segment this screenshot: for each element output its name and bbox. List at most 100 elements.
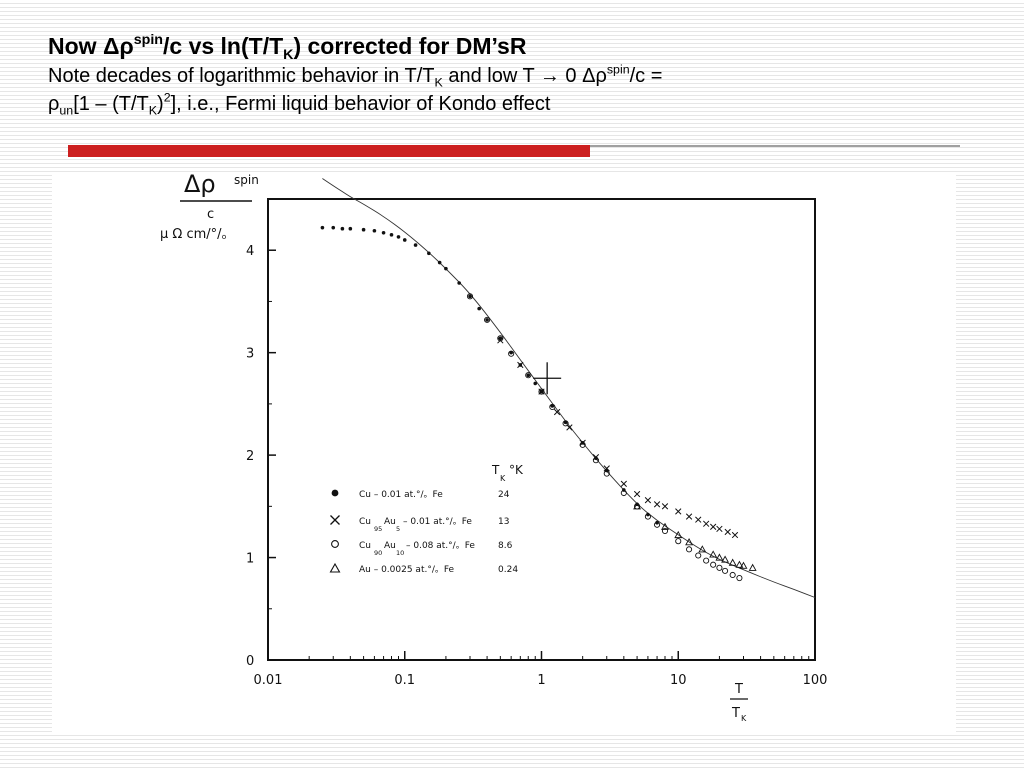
y-tick-label: 1 bbox=[246, 552, 254, 567]
legend-label-1: Cu – 0.01 at.°/。Fe bbox=[359, 490, 443, 500]
plot-frame bbox=[267, 198, 816, 661]
data-point-circle bbox=[710, 561, 717, 568]
data-point-cross bbox=[716, 525, 723, 533]
data-point-circle bbox=[592, 457, 599, 464]
gray-divider-line bbox=[590, 145, 960, 147]
data-point-circle bbox=[695, 552, 702, 559]
data-point-dot bbox=[361, 227, 366, 232]
data-point-circle bbox=[722, 567, 729, 574]
data-point-triangle bbox=[674, 530, 683, 539]
data-point-triangle bbox=[633, 502, 642, 510]
title-text-a: Now Δρ bbox=[48, 33, 134, 59]
data-point-circle bbox=[644, 513, 651, 520]
data-point-circle bbox=[654, 521, 661, 528]
data-point-circle bbox=[736, 574, 743, 582]
data-point-circle bbox=[562, 420, 569, 427]
y-tick-label: 2 bbox=[246, 449, 254, 464]
data-point-dot bbox=[348, 226, 353, 231]
data-point-circle bbox=[538, 388, 545, 395]
data-point-dot bbox=[457, 281, 461, 285]
data-point-circle bbox=[508, 350, 515, 357]
data-point-cross bbox=[592, 454, 600, 461]
data-point-circle bbox=[686, 546, 693, 553]
data-point-circle bbox=[661, 527, 669, 534]
data-point-dot bbox=[468, 294, 472, 299]
note-text-rho: ρ bbox=[48, 93, 60, 115]
y-ticks: 0 1 2 3 4 bbox=[246, 244, 276, 669]
data-point-triangle bbox=[709, 550, 718, 558]
note-text-e: [1 – (T/T bbox=[73, 93, 149, 115]
y-tick-label: 3 bbox=[246, 347, 254, 362]
legend-label-3b: 90 bbox=[374, 549, 382, 557]
legend-label-3e: – 0.08 at.°/。Fe bbox=[406, 541, 475, 551]
legend-entry-cuau5-fe: Cu 95 Au 5 – 0.01 at.°/。Fe 13 bbox=[330, 515, 509, 533]
x-tick-label: 1 bbox=[537, 673, 545, 688]
data-point-circle bbox=[497, 335, 504, 342]
fit-curve bbox=[322, 178, 816, 598]
data-point-dot bbox=[533, 381, 538, 386]
slide-title-block: Now Δρ spin/c vs ln(T/T K ) corrected for D… bbox=[48, 30, 988, 118]
data-point-cross bbox=[553, 408, 561, 416]
data-point-triangle bbox=[721, 555, 730, 563]
data-point-cross bbox=[685, 513, 693, 520]
data-point-dot bbox=[402, 238, 407, 242]
data-points bbox=[320, 225, 757, 582]
data-point-triangle bbox=[735, 560, 744, 568]
y-label-unit: μ Ω cm/°/。 bbox=[160, 227, 235, 242]
title-text-c: ) corrected for DM’sR bbox=[293, 33, 527, 59]
note-sub-k-2: K bbox=[148, 103, 158, 118]
data-point-circle bbox=[729, 571, 736, 579]
x-tick-label: 10 bbox=[670, 673, 687, 688]
note-sup-spin: spin bbox=[606, 62, 630, 77]
legend-triangle-marker bbox=[329, 562, 341, 573]
y-label-delta-rho: Δρ bbox=[184, 172, 216, 198]
data-point-triangle bbox=[748, 563, 757, 571]
legend-label-3a: Cu bbox=[359, 541, 371, 551]
data-point-dot bbox=[381, 231, 386, 235]
data-point-dot bbox=[646, 512, 650, 517]
legend-tk-3: 8.6 bbox=[498, 541, 513, 551]
data-point-dot bbox=[526, 373, 531, 378]
data-point-cross bbox=[731, 531, 739, 539]
x-tick-label: 0.01 bbox=[254, 673, 283, 688]
x-tick-label: 100 bbox=[803, 673, 828, 688]
data-point-circle bbox=[703, 557, 710, 564]
reference-cross-marker bbox=[533, 362, 562, 395]
legend-label-2a: Cu bbox=[359, 517, 371, 527]
data-point-dot bbox=[413, 243, 418, 247]
x-ticks: 0.01 0.1 1 10 100 bbox=[254, 651, 828, 688]
data-point-triangle bbox=[661, 522, 669, 530]
data-point-cross bbox=[644, 497, 652, 504]
legend-cross-marker bbox=[330, 515, 340, 525]
data-point-dot bbox=[320, 225, 325, 230]
y-label-spin: spin bbox=[234, 173, 259, 187]
data-point-cross bbox=[517, 361, 524, 369]
data-point-triangle bbox=[739, 561, 748, 569]
data-point-triangle bbox=[698, 545, 707, 553]
data-point-triangle bbox=[685, 538, 694, 546]
y-label-c: c bbox=[207, 207, 214, 222]
title-text-b: /c vs ln(T/T bbox=[163, 33, 284, 59]
data-point-cross bbox=[695, 516, 702, 523]
slide-note: Note decades of logarithmic behavior in … bbox=[48, 62, 988, 118]
data-point-cross bbox=[497, 337, 504, 344]
note-text-g: ], i.e., Fermi liquid behavior of Kondo … bbox=[170, 93, 551, 115]
data-point-dot bbox=[372, 228, 377, 233]
legend-tk-1: 24 bbox=[498, 490, 510, 500]
legend-label-2c: Au bbox=[384, 517, 396, 527]
data-point-dot bbox=[437, 260, 442, 265]
y-tick-label: 0 bbox=[246, 654, 254, 669]
note-sub-un: un bbox=[59, 103, 74, 118]
data-point-dot bbox=[594, 456, 598, 460]
data-point-dot bbox=[509, 350, 513, 355]
data-point-circle bbox=[716, 564, 723, 571]
data-point-dot bbox=[340, 226, 345, 231]
note-text-b: and low T bbox=[442, 65, 540, 87]
legend-label-3d: 10 bbox=[396, 549, 404, 557]
x-label-t: T bbox=[734, 682, 743, 697]
legend-label-3c: Au bbox=[384, 541, 396, 551]
data-point-circle bbox=[549, 403, 556, 411]
data-point-triangle bbox=[728, 558, 737, 566]
note-sup-2: 2 bbox=[163, 90, 171, 105]
